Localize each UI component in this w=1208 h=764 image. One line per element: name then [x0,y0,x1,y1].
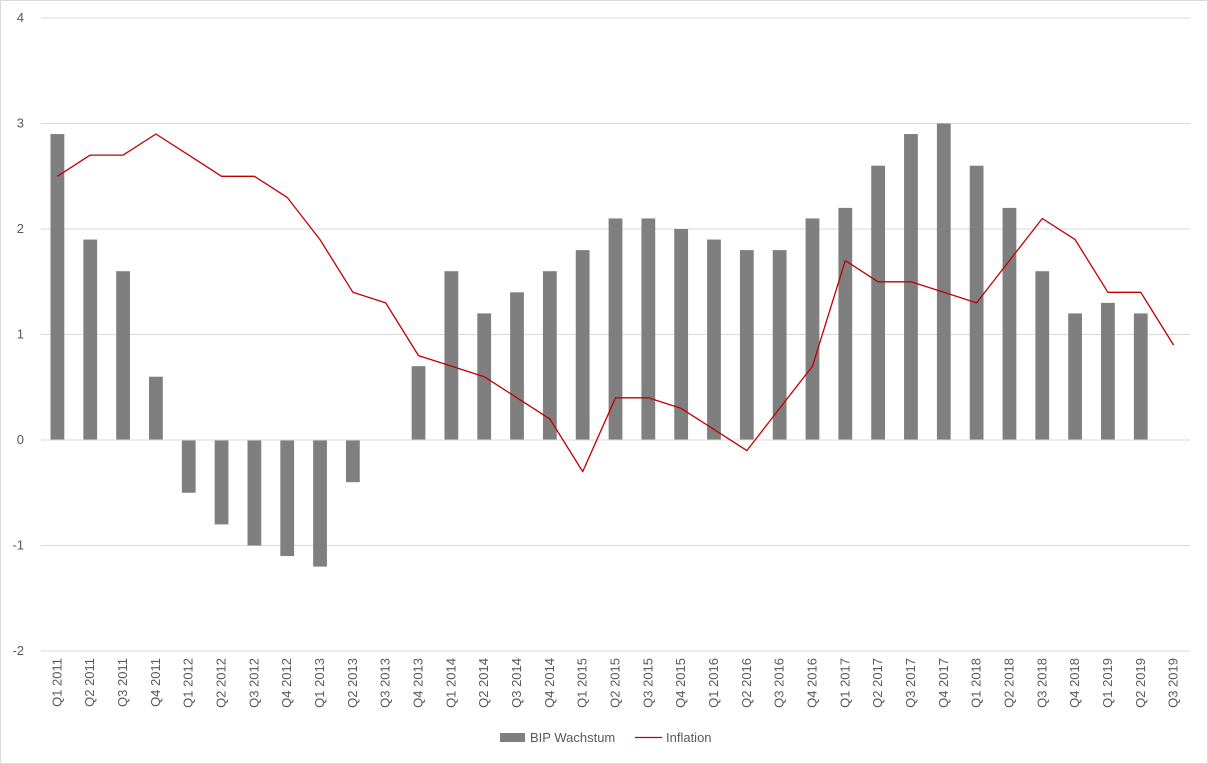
bar [510,292,524,440]
y-tick-label: 4 [17,10,24,25]
x-tick-label: Q1 2015 [575,658,590,708]
x-tick-label: Q3 2017 [903,658,918,708]
bar [214,440,229,525]
bar [411,366,426,440]
bar [1101,302,1115,440]
legend-label-bip-wachstum: BIP Wachstum [530,730,615,745]
bar [1035,271,1050,440]
bar [50,134,65,441]
x-tick-label: Q1 2018 [969,658,984,708]
bar [838,207,853,440]
x-tick-label: Q4 2018 [1067,658,1082,708]
x-tick-label: Q2 2019 [1133,658,1148,708]
bar [83,239,98,440]
x-tick-label: Q3 2012 [246,658,261,708]
y-tick-label: 1 [17,327,24,342]
x-tick-label: Q1 2016 [706,658,721,708]
x-tick-label: Q4 2013 [411,658,426,708]
bar [674,229,689,440]
x-tick-label: Q1 2017 [837,658,852,708]
x-tick-label: Q2 2016 [739,658,754,708]
x-axis-ticks: Q1 2011 Q2 2011 Q3 2011 Q4 2011 Q1 2012 Q2 20… [49,658,1180,708]
x-tick-label: Q4 2014 [542,658,557,708]
bar [280,440,295,557]
y-tick-label: 0 [17,432,24,447]
gridlines [41,17,1190,652]
x-tick-label: Q2 2011 [82,658,97,707]
x-tick-label: Q3 2013 [378,658,393,708]
bar [1068,313,1082,440]
bar [707,239,721,440]
x-tick-label: Q3 2015 [640,658,655,708]
bar [444,271,459,440]
x-tick-label: Q2 2015 [608,658,623,708]
x-tick-label: Q4 2017 [936,658,951,708]
x-tick-label: Q4 2016 [805,658,820,708]
bar [904,134,918,441]
bar [871,165,886,440]
bar [1133,313,1148,440]
bar [936,123,951,440]
bar [739,250,754,440]
bar [608,218,623,440]
x-tick-label: Q4 2015 [673,658,688,708]
x-tick-label: Q1 2019 [1100,658,1115,708]
bar [116,271,130,440]
x-tick-label: Q1 2012 [181,658,196,708]
y-tick-label: -2 [12,643,24,658]
y-tick-label: -1 [12,538,24,553]
bar [772,250,787,440]
bar [1002,207,1017,440]
x-tick-label: Q2 2014 [476,658,491,708]
legend-swatch-bip-wachstum [500,733,525,742]
x-tick-label: Q2 2017 [870,658,885,708]
legend: BIP Wachstum Inflation [500,730,712,745]
y-axis-ticks: -2 -1 0 1 2 3 4 [12,10,24,658]
legend-label-inflation: Inflation [666,730,712,745]
bar [575,250,590,440]
bar [805,218,820,440]
x-tick-label: Q1 2013 [312,658,327,708]
bar-series-bip-wachstum [50,123,1148,567]
line-series-inflation [57,133,1175,473]
x-tick-label: Q1 2011 [49,658,64,707]
x-tick-label: Q4 2011 [148,658,163,707]
x-tick-label: Q3 2014 [509,658,524,708]
x-tick-label: Q2 2013 [345,658,360,708]
x-tick-label: Q3 2018 [1034,658,1049,708]
bar [247,440,262,546]
x-tick-label: Q2 2018 [1001,658,1016,708]
inflation-line [57,133,1175,473]
x-tick-label: Q4 2012 [279,658,294,708]
y-tick-label: 3 [17,116,24,131]
bar [181,440,196,493]
x-tick-label: Q3 2019 [1166,658,1181,708]
x-tick-label: Q1 2014 [443,658,458,708]
bar [542,271,557,440]
x-tick-label: Q2 2012 [214,658,229,708]
y-tick-label: 2 [17,221,24,236]
x-tick-label: Q3 2016 [772,658,787,708]
bar [345,440,360,483]
bar [641,218,656,440]
bar [313,440,327,567]
x-tick-label: Q3 2011 [115,658,130,707]
bar [149,376,163,440]
